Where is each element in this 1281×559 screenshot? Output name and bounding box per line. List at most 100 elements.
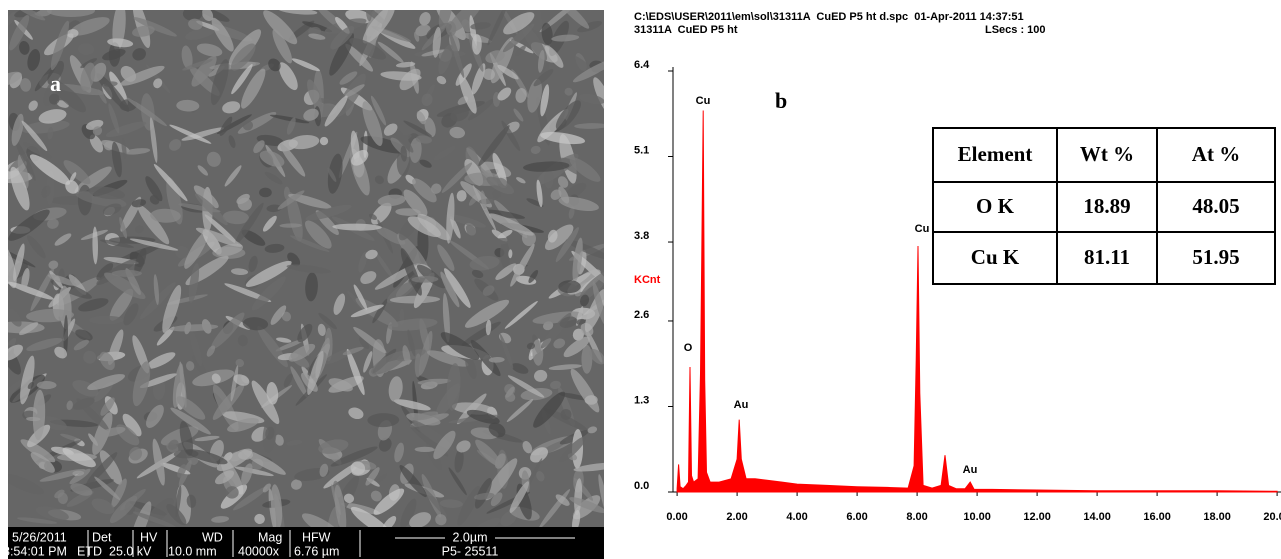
texture-blob [419,12,431,26]
texture-blob [222,210,250,225]
texture-blob [132,48,146,61]
texture-blob [303,108,319,121]
texture-blob [449,126,466,139]
table-frame [932,127,1276,285]
texture-blob [172,363,184,408]
texture-blob [269,114,310,124]
texture-blob [587,426,598,434]
texture-blob [181,45,193,70]
texture-blob [368,213,378,221]
texture-blob [131,199,147,208]
texture-blob [8,473,45,495]
texture-blob [193,185,219,209]
texture-blob [446,192,455,244]
texture-blob [573,462,604,472]
texture-blob [69,172,77,183]
texture-blob [121,137,127,160]
texture-blob [400,498,417,528]
texture-blob [153,274,159,305]
texture-blob [377,41,404,63]
texture-blob [185,449,228,465]
texture-blob [111,269,142,277]
texture-blob [412,178,437,203]
texture-blob [400,145,408,162]
texture-blob [120,65,165,86]
texture-blob [57,492,68,505]
texture-blob [162,285,182,333]
texture-blob [166,504,187,526]
texture-blob [414,446,436,453]
texture-blob [442,292,450,343]
texture-blob [27,381,35,389]
texture-blob [360,271,377,285]
texture-blob [279,223,302,228]
texture-blob [248,255,258,273]
texture-blob [305,272,318,302]
texture-blob [139,373,177,389]
texture-blob [563,336,590,358]
texture-blob [17,517,58,524]
texture-blob [130,501,152,528]
texture-blob [383,37,412,62]
texture-blob [359,337,370,350]
texture-blob [540,132,586,145]
texture-blob [348,407,364,420]
texture-blob [47,218,59,229]
texture-blob [63,160,91,185]
texture-blob [185,27,216,40]
texture-blob [533,69,554,87]
texture-blob [473,517,501,528]
texture-blob [558,280,581,294]
texture-blob [459,74,477,114]
texture-blob [488,422,506,438]
y-tick-label: 1.3 [634,394,649,406]
texture-blob [544,45,564,68]
texture-blob [30,267,55,312]
peak-label: Au [734,399,749,411]
texture-blob [97,427,126,438]
texture-blob [245,260,292,287]
texture-blob [11,113,24,146]
texture-blob [536,179,543,208]
texture-blob [108,103,120,134]
texture-blob [242,449,286,475]
texture-blob [75,329,93,341]
texture-blob [234,202,264,246]
texture-blob [91,498,115,515]
texture-blob [307,351,324,396]
info-value: ETD [77,544,102,558]
texture-blob [415,24,431,37]
texture-blob [438,44,453,75]
texture-blob [353,284,368,310]
texture-blob [286,264,332,274]
texture-blob [358,251,368,273]
x-tick-label: 8.00 [906,511,927,523]
texture-blob [318,439,349,454]
texture-blob [457,485,481,526]
texture-blob [148,497,174,524]
plot: 0.0 1.3 2.6 3.8 5.1 6.4 0.00 2.00 4.00 6.00 8.00 10… [634,59,1281,523]
texture-blob [219,116,233,136]
texture-blob [451,402,495,415]
x-tick-label: 4.00 [786,511,807,523]
texture-blob [251,276,286,311]
texture-blob [371,351,408,375]
texture-blob [210,59,229,106]
texture-blob [540,84,550,117]
texture-blob [497,177,508,189]
texture-blob [177,464,187,478]
sem-texture [8,10,604,528]
scale-label: 2.0µm [453,530,488,544]
texture-blob [195,227,243,247]
texture-blob [366,10,372,22]
texture-blob [532,339,544,366]
texture-blob [569,497,604,513]
texture-blob [419,159,432,168]
texture-blob [441,162,473,193]
texture-blob [182,59,213,71]
texture-blob [254,513,265,525]
texture-blob [47,127,54,140]
panel-label: a [50,71,61,96]
y-tick-label: 0.0 [634,480,649,492]
texture-blob [278,62,298,91]
